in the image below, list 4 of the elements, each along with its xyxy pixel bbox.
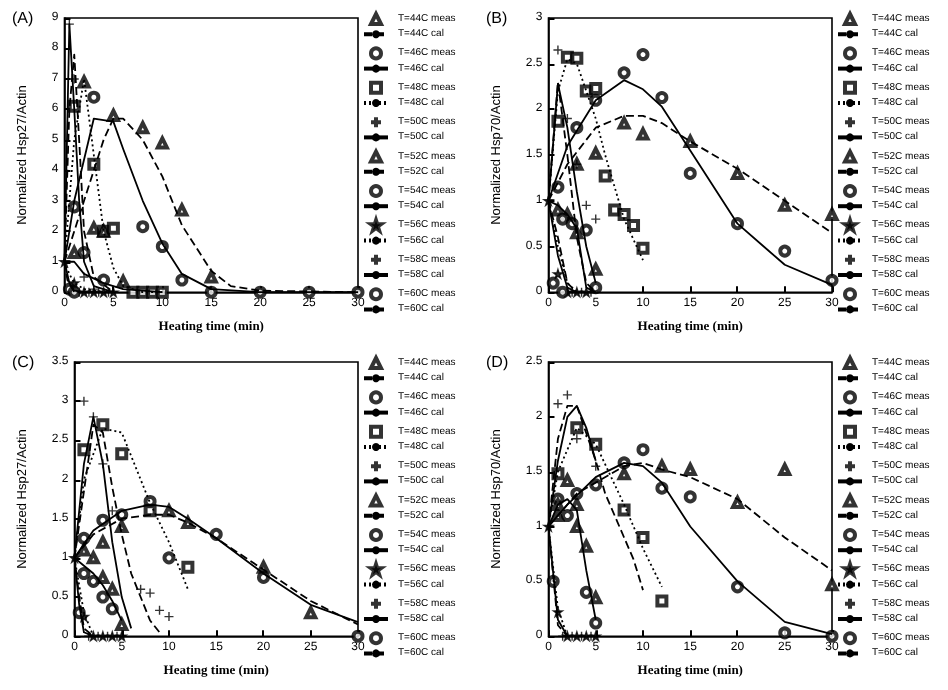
chart-title: (B) xyxy=(486,9,508,27)
chart-title: (A) xyxy=(12,9,34,27)
chart-title: (C) xyxy=(12,353,35,371)
chart-title: (D) xyxy=(486,353,509,371)
